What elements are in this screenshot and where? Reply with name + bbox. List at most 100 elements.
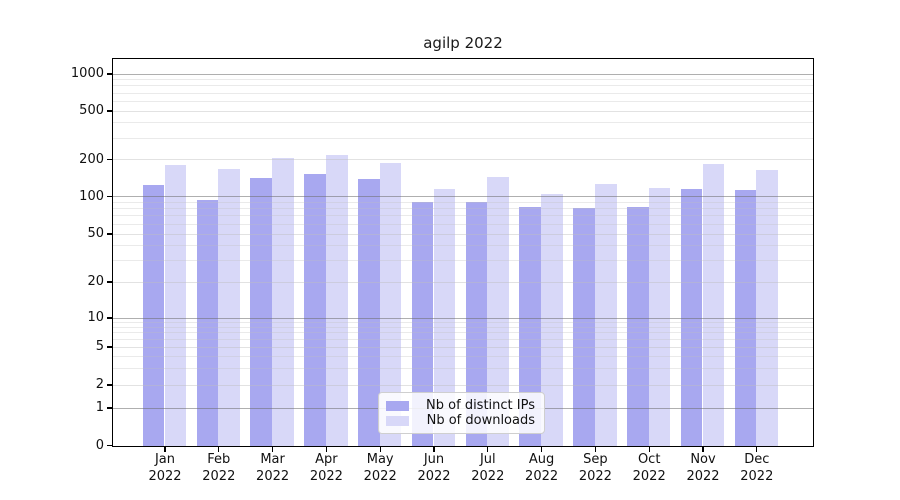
- bar-downloads: [325, 154, 348, 446]
- y-tick-label: 10: [87, 310, 104, 325]
- gridline: [113, 346, 813, 348]
- gridline: [113, 245, 813, 247]
- y-tick-mark: [107, 444, 112, 447]
- bar-downloads: [218, 168, 240, 446]
- gridline: [113, 196, 813, 197]
- chart-title: agilp 2022: [423, 34, 503, 52]
- grid-layer: [113, 59, 813, 446]
- gridline: [113, 137, 813, 139]
- y-tick-label: 1: [95, 400, 104, 415]
- y-tick-mark: [107, 384, 112, 386]
- y-tick-label: 1000: [70, 66, 104, 81]
- y-tick-mark: [107, 158, 112, 161]
- gridline: [113, 201, 813, 203]
- bar-distinct-ips: [142, 185, 165, 446]
- x-tick-mark: [164, 446, 166, 452]
- y-tick-label: 200: [79, 151, 104, 167]
- gridline: [113, 85, 813, 87]
- gridline: [113, 281, 813, 283]
- gridline: [113, 317, 813, 319]
- gridline: [113, 215, 813, 217]
- bar-distinct-ips: [627, 207, 649, 446]
- bar-distinct-ips: [411, 202, 434, 446]
- gridline: [113, 79, 813, 81]
- gridline: [113, 73, 813, 75]
- x-tick-label: Jan 2022: [148, 452, 182, 484]
- legend-swatch-distinct-ips: [386, 400, 409, 411]
- x-tick-label: Oct 2022: [632, 452, 666, 484]
- bar-downloads: [702, 164, 725, 446]
- bar-distinct-ips: [465, 201, 488, 446]
- x-tick-mark: [325, 446, 328, 452]
- x-tick-label: Jul 2022: [471, 452, 505, 484]
- y-tick-mark: [107, 110, 112, 112]
- gridline: [113, 208, 813, 210]
- x-tick-label: Apr 2022: [309, 452, 343, 484]
- gridline: [113, 110, 813, 112]
- bar-downloads: [272, 157, 294, 446]
- bar-distinct-ips: [304, 174, 326, 446]
- x-tick-mark: [594, 446, 597, 452]
- legend-item-distinct-ips: Nb of distinct IPs: [386, 398, 535, 413]
- bar-downloads: [594, 183, 617, 446]
- x-tick-mark: [379, 446, 381, 452]
- y-tick-label: 20: [87, 274, 104, 289]
- legend-label-downloads: Nb of downloads: [426, 413, 535, 428]
- gridline: [113, 321, 813, 323]
- y-tick-label: 500: [79, 103, 104, 118]
- bar-distinct-ips: [358, 179, 380, 446]
- y-tick-mark: [107, 346, 112, 348]
- y-tick-label: 5: [95, 339, 104, 354]
- bar-downloads: [487, 176, 509, 446]
- bar-distinct-ips: [680, 188, 703, 446]
- x-tick-mark: [272, 446, 274, 452]
- gridline: [113, 384, 813, 386]
- x-tick-mark: [541, 446, 543, 452]
- x-tick-mark: [702, 446, 704, 452]
- x-tick-label: Nov 2022: [686, 452, 720, 484]
- x-tick-label: Jun 2022: [417, 452, 451, 484]
- x-tick-mark: [218, 446, 220, 452]
- gridline: [113, 223, 813, 225]
- x-tick-label: May 2022: [363, 452, 397, 484]
- bars-layer: [113, 59, 813, 446]
- bar-downloads: [164, 164, 187, 446]
- x-tick-label: Feb 2022: [202, 452, 236, 484]
- bar-distinct-ips: [519, 207, 542, 446]
- y-tick-mark: [107, 281, 112, 283]
- y-tick-mark: [107, 195, 112, 198]
- bar-downloads: [648, 187, 671, 446]
- x-tick-label: Aug 2022: [525, 452, 559, 484]
- legend-swatch-downloads: [386, 415, 409, 426]
- bar-downloads: [756, 170, 778, 446]
- y-tick-label: 50: [87, 226, 104, 241]
- gridline: [113, 100, 813, 102]
- gridline: [113, 326, 813, 328]
- y-tick-label: 0: [95, 437, 104, 453]
- gridline: [113, 122, 813, 124]
- y-tick-mark: [107, 233, 112, 235]
- plot-area: [112, 58, 814, 447]
- y-tick-mark: [107, 73, 112, 75]
- y-tick-label: 2: [95, 377, 104, 392]
- y-tick-mark: [107, 317, 112, 319]
- gridline: [113, 233, 813, 235]
- y-tick-mark: [107, 407, 112, 409]
- gridline: [113, 355, 813, 357]
- y-tick-label: 100: [79, 188, 104, 204]
- bar-distinct-ips: [573, 208, 595, 446]
- gridline: [113, 332, 813, 334]
- legend-label-distinct-ips: Nb of distinct IPs: [426, 398, 535, 413]
- legend-item-downloads: Nb of downloads: [386, 413, 535, 428]
- bar-downloads: [541, 194, 563, 446]
- bar-distinct-ips: [196, 199, 219, 446]
- gridline: [113, 159, 813, 160]
- bar-downloads: [379, 163, 402, 446]
- gridline: [113, 92, 813, 94]
- x-tick-label: Mar 2022: [256, 452, 290, 484]
- x-tick-mark: [487, 446, 489, 452]
- x-tick-label: Sep 2022: [578, 452, 612, 484]
- x-tick-mark: [433, 446, 435, 452]
- gridline: [113, 367, 813, 369]
